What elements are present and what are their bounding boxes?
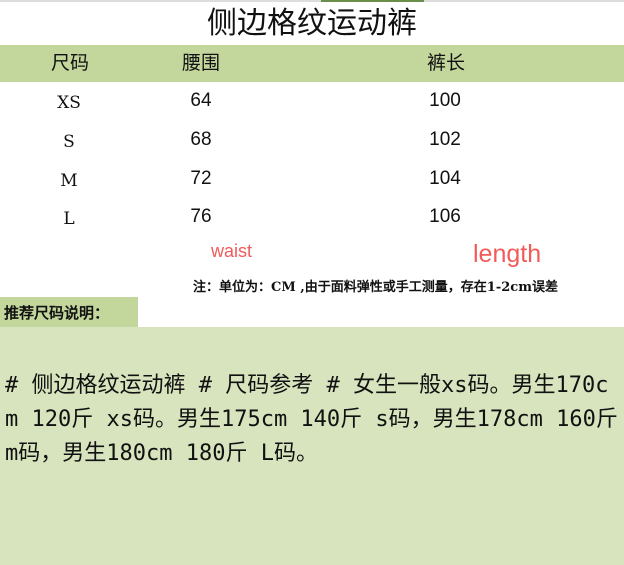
top-accent bbox=[321, 0, 424, 2]
length-cell: 100 bbox=[429, 90, 461, 111]
header-length: 裤长 bbox=[426, 52, 466, 74]
table-header: 尺码 腰围 裤长 bbox=[0, 45, 624, 82]
waist-cell: 72 bbox=[190, 168, 212, 189]
waist-cell: 64 bbox=[190, 90, 212, 111]
length-cell: 106 bbox=[429, 206, 461, 227]
waist-label: waist bbox=[211, 241, 253, 261]
length-cell: 104 bbox=[429, 168, 461, 189]
size-cell: XS bbox=[57, 93, 81, 113]
waist-cell: 68 bbox=[190, 129, 212, 150]
page-title: 侧边格纹运动裤 bbox=[207, 6, 417, 41]
header-size: 尺码 bbox=[50, 52, 90, 74]
measurement-note: 注：单位为：CM ,由于面料弹性或手工测量，存在1-2cm误差 bbox=[193, 280, 558, 295]
size-cell: S bbox=[63, 132, 75, 152]
size-cell: L bbox=[63, 209, 75, 229]
recommend-box: # 侧边格纹运动裤 # 尺码参考 # 女生一般xs码。男生170cm 120斤 … bbox=[0, 327, 624, 565]
length-cell: 102 bbox=[429, 129, 461, 150]
waist-cell: 76 bbox=[190, 206, 212, 227]
size-cell: M bbox=[60, 171, 78, 191]
top-border bbox=[0, 0, 624, 2]
recommend-title: 推荐尺码说明： bbox=[0, 297, 138, 327]
recommend-text: # 侧边格纹运动裤 # 尺码参考 # 女生一般xs码。男生170cm 120斤 … bbox=[5, 373, 618, 466]
header-waist: 腰围 bbox=[181, 52, 221, 74]
length-label: length bbox=[473, 240, 542, 268]
